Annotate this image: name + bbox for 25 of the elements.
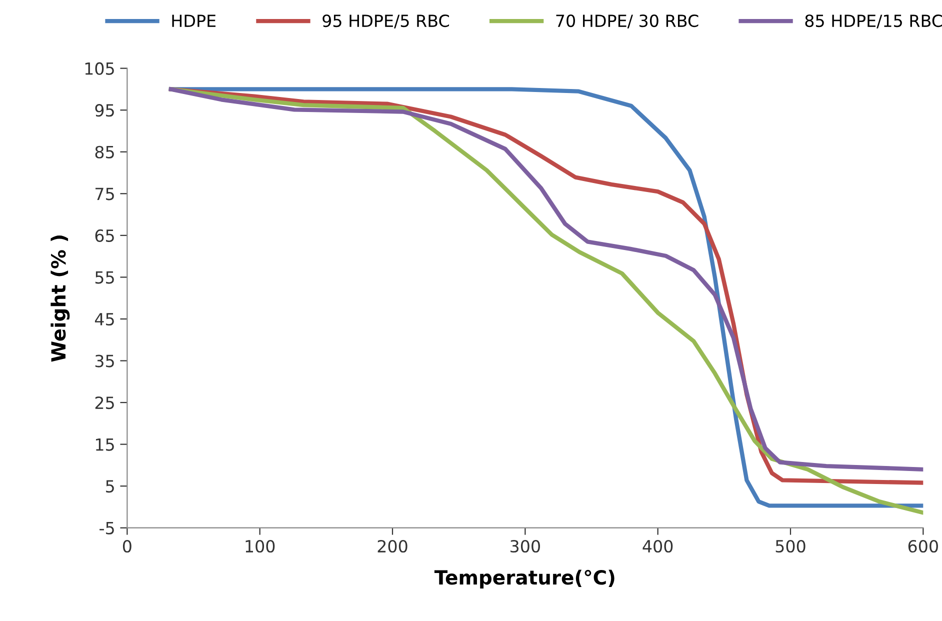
y-tick-label: 5 xyxy=(106,480,114,493)
y-tick-label: 85 xyxy=(95,146,114,158)
legend-label: 95 HDPE/5 RBC xyxy=(322,14,449,28)
x-tick-label: 100 xyxy=(246,540,275,553)
x-tick-label: 300 xyxy=(510,540,540,553)
y-tick-label: 55 xyxy=(95,271,114,284)
y-tick-label: 45 xyxy=(94,313,114,326)
y-tick-label: 25 xyxy=(95,396,114,410)
x-tick-label: 500 xyxy=(776,540,806,553)
y-tick-label: 105 xyxy=(85,62,114,75)
x-tick-label: 600 xyxy=(908,540,938,553)
y-tick-label: 35 xyxy=(95,354,114,368)
x-tick-label: 400 xyxy=(642,540,673,553)
x-axis-title: Temperature(°C) xyxy=(434,570,614,588)
y-tick-label: 65 xyxy=(95,229,114,242)
legend-label: HDPE xyxy=(172,14,216,27)
y-tick-label: 75 xyxy=(96,188,114,200)
y-tick-label: 15 xyxy=(96,438,114,451)
y-tick-label: 95 xyxy=(95,104,114,117)
y-axis-title: Weight (% ) xyxy=(50,236,70,362)
legend-label: 85 HDPE/15 RBC xyxy=(805,14,942,28)
y-tick-label: -5 xyxy=(100,522,114,534)
x-tick-label: 0 xyxy=(122,540,132,553)
legend-label: 70 HDPE/ 30 RBC xyxy=(556,14,698,28)
x-tick-label: 200 xyxy=(378,540,408,553)
